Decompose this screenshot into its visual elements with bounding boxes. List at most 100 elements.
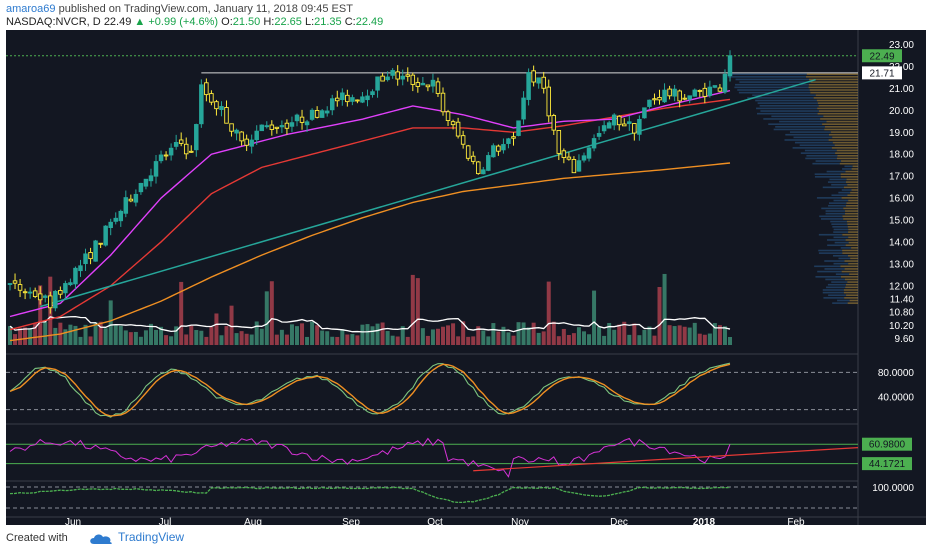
volume-profile-bar [852, 165, 858, 168]
candle-body [637, 118, 642, 135]
volume-bar [491, 323, 496, 345]
candle-body [355, 99, 360, 102]
volume-bar [8, 326, 12, 345]
volume-profile-bar [827, 181, 846, 183]
volume-profile-bar [834, 144, 858, 147]
volume-bar [219, 335, 224, 345]
candle-body [32, 290, 38, 298]
volume-bar [63, 329, 68, 345]
volume-bar [380, 322, 385, 345]
candle-body [93, 240, 98, 262]
candle-body [219, 106, 224, 110]
volume-profile-bar [848, 228, 858, 231]
volume-profile-bar [845, 286, 858, 289]
volume-profile-bar [843, 218, 858, 220]
volume-average-line [9, 315, 731, 333]
candle-body [470, 155, 476, 162]
candle-body [133, 193, 139, 203]
volume-profile-bar [841, 189, 852, 191]
volume-bar [269, 281, 274, 345]
volume-profile-bar [804, 149, 837, 152]
volume-profile-bar [837, 154, 858, 157]
volume-profile-bar [738, 91, 811, 94]
volume-profile-bar [735, 78, 810, 81]
volume-bar [199, 330, 204, 345]
volume-profile-bar [799, 144, 835, 147]
rsi-badge [862, 457, 912, 471]
price-badge-label: 22.49 [869, 51, 894, 62]
volume-profile-bar [821, 218, 844, 220]
volume-profile-bar [842, 168, 852, 170]
volume-profile-bar [849, 299, 858, 302]
tradingview-brand[interactable]: TradingView [118, 530, 185, 544]
volume-profile-bar [840, 265, 858, 268]
volume-profile-bar [829, 202, 847, 204]
candle-body [304, 121, 310, 126]
volume-profile-bar [847, 194, 858, 197]
price-tick-label: 15.00 [889, 216, 914, 227]
candle-body [42, 295, 48, 298]
volume-bar [400, 326, 405, 345]
volume-profile-bar [836, 149, 858, 152]
price-tick-label: 9.60 [895, 334, 915, 345]
trendline [39, 78, 816, 308]
volume-profile-bar [806, 76, 858, 78]
volume-profile-bar [793, 136, 833, 139]
volume-profile-bar [833, 236, 849, 239]
volume-profile-bar [819, 215, 843, 218]
volume-profile-bar [845, 244, 858, 247]
volume-bar [224, 326, 229, 345]
volume-profile-bar [833, 254, 849, 257]
price-tick-label: 23.00 [889, 40, 914, 51]
volume-profile-bar [825, 210, 846, 212]
price-tick-label: 18.00 [889, 150, 914, 161]
resistance-badge [862, 66, 902, 80]
candle-body [385, 76, 390, 81]
volume-profile-bar [763, 118, 821, 120]
candle-body [254, 130, 259, 141]
candle-body [214, 101, 219, 110]
volume-profile-bar [827, 244, 846, 247]
volume-bar [516, 322, 521, 345]
candle-body [727, 55, 733, 77]
volume-bar [204, 336, 209, 345]
volume-bar [103, 328, 108, 345]
author-link[interactable]: amaroa69 [6, 3, 56, 15]
candle-body [425, 84, 431, 88]
volume-bar [93, 322, 98, 345]
volume-profile-bar [848, 262, 858, 265]
volume-profile-bar [821, 207, 844, 210]
volume-profile-bar [847, 302, 858, 304]
stochastic-tick-label: 80.0000 [878, 368, 915, 379]
volume-profile-bar [818, 252, 843, 254]
volume-profile-bar [815, 276, 841, 278]
volume-bar [637, 335, 642, 345]
volume-bars [8, 273, 732, 345]
volume-bar [587, 334, 592, 345]
volume-profile-bar [814, 265, 841, 268]
candle-body [229, 123, 234, 132]
candle-body [410, 74, 416, 85]
chart-canvas[interactable]: 23.0022.0021.0020.0019.0018.0017.0016.00… [6, 30, 926, 525]
candle-body [652, 98, 657, 101]
up-arrow-icon: ▲ [134, 16, 146, 28]
volume-profile-bar [840, 247, 852, 249]
candle-body [319, 110, 325, 118]
volume-bar [511, 335, 516, 345]
candle-body [380, 75, 385, 82]
volume-bar [607, 323, 612, 345]
volume-profile-bar [729, 73, 807, 76]
volume-bar [133, 331, 138, 345]
volume-profile-bar [818, 104, 858, 107]
volume-profile-bar [773, 128, 825, 131]
volume-bar [471, 336, 476, 345]
volume-bar [541, 331, 546, 345]
candle-body [22, 291, 28, 294]
volume-bar [284, 334, 289, 345]
volume-bar [395, 336, 400, 345]
volume-bar [259, 328, 264, 345]
volume-bar [556, 336, 561, 345]
volume-profile-bar [837, 299, 850, 302]
open-value: 21.50 [232, 16, 261, 28]
volume-bar [496, 331, 501, 345]
